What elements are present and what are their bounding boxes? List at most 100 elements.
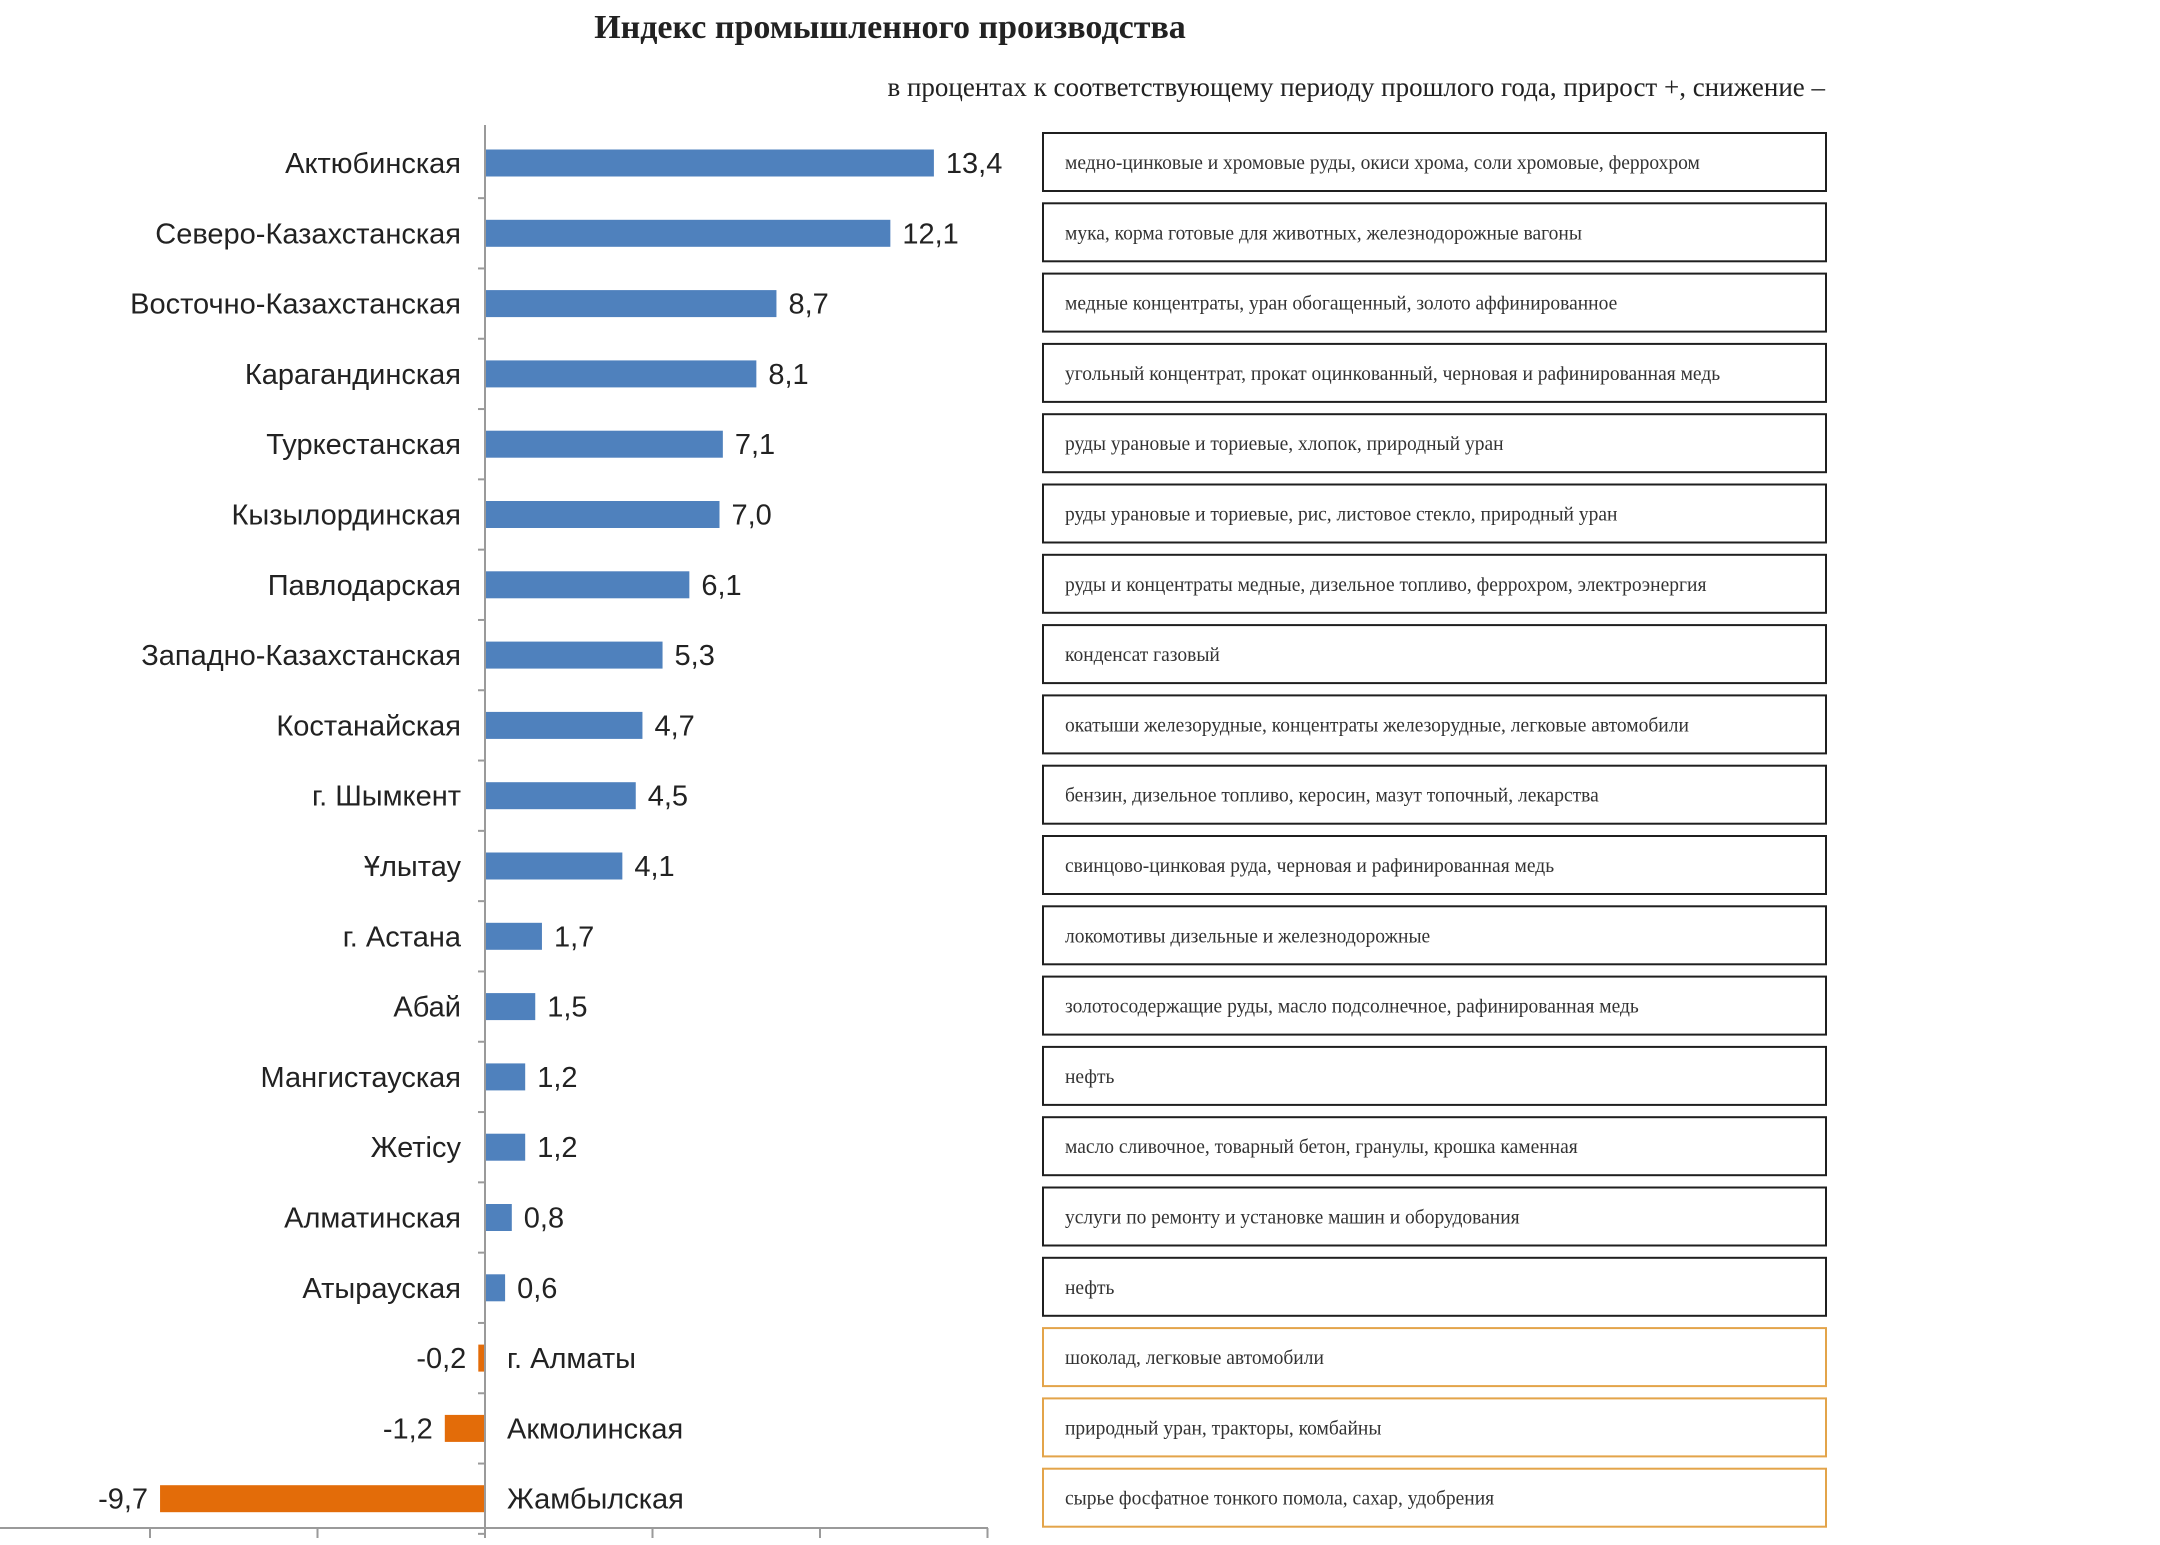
category-label: г. Алматы bbox=[507, 1343, 636, 1375]
description-text: руды урановые и ториевые, рис, листовое … bbox=[1065, 505, 1617, 526]
description-box bbox=[1042, 1467, 1827, 1528]
description-box bbox=[1042, 624, 1827, 685]
description-box bbox=[1042, 975, 1827, 1036]
description-box bbox=[1042, 202, 1827, 263]
value-label: 13,4 bbox=[946, 148, 1002, 180]
category-label: Жетісу bbox=[371, 1132, 462, 1164]
value-label: 8,7 bbox=[788, 289, 828, 321]
bar-1 bbox=[485, 219, 891, 247]
value-label: 1,7 bbox=[554, 921, 594, 953]
category-label: Жамбылская bbox=[507, 1484, 684, 1516]
description-box bbox=[1042, 1256, 1827, 1317]
bar-16 bbox=[485, 1274, 506, 1302]
value-label: 1,5 bbox=[547, 992, 587, 1024]
bar-7 bbox=[485, 641, 663, 669]
description-text: конденсат газовый bbox=[1065, 645, 1220, 666]
bar-5 bbox=[485, 501, 720, 528]
value-label: 12,1 bbox=[902, 218, 958, 250]
value-label: 1,2 bbox=[537, 1132, 577, 1164]
bar-19 bbox=[160, 1485, 486, 1513]
category-label: г. Астана bbox=[343, 921, 462, 953]
description-text: медно-цинковые и хромовые руды, окиси хр… bbox=[1065, 153, 1700, 174]
value-label: 4,7 bbox=[654, 710, 694, 742]
bars-group: Актюбинская 13,4 Северо-Казахстанская 12,1 В… bbox=[98, 148, 1002, 1516]
category-label: Ұлытау bbox=[364, 851, 462, 883]
description-box bbox=[1042, 272, 1827, 333]
bar-6 bbox=[485, 571, 690, 599]
value-label: 1,2 bbox=[537, 1062, 577, 1094]
description-box bbox=[1042, 553, 1827, 614]
bar-12 bbox=[485, 993, 536, 1021]
description-text: сырье фосфатное тонкого помола, сахар, у… bbox=[1065, 1489, 1494, 1510]
description-box bbox=[1042, 483, 1827, 544]
category-label: Кызылординская bbox=[231, 500, 461, 532]
category-label: Костанайская bbox=[276, 710, 461, 742]
description-text: нефть bbox=[1065, 1067, 1114, 1088]
value-label: 8,1 bbox=[768, 359, 808, 391]
bar-15 bbox=[485, 1204, 512, 1231]
value-label: 6,1 bbox=[701, 570, 741, 602]
category-label: Атырауская bbox=[302, 1273, 461, 1305]
description-box bbox=[1042, 764, 1827, 825]
category-label: Актюбинская bbox=[285, 148, 461, 180]
bar-13 bbox=[485, 1063, 526, 1091]
value-label: 4,5 bbox=[648, 781, 688, 813]
chart-title: Индекс промышленного производства bbox=[594, 9, 1186, 46]
category-label: Алматинская bbox=[284, 1203, 461, 1235]
description-box bbox=[1042, 132, 1827, 192]
axes-group bbox=[0, 125, 989, 1538]
description-text: золотосодержащие руды, масло подсолнечно… bbox=[1065, 997, 1639, 1018]
bar-3 bbox=[485, 360, 757, 388]
description-text: бензин, дизельное топливо, керосин, мазу… bbox=[1065, 786, 1599, 807]
description-text: услуги по ремонту и установке машин и об… bbox=[1065, 1208, 1520, 1229]
description-text: мука, корма готовые для животных, железн… bbox=[1065, 223, 1582, 244]
bar-4 bbox=[485, 430, 723, 458]
description-text: руды и концентраты медные, дизельное топ… bbox=[1065, 575, 1706, 596]
description-text: свинцово-цинковая руда, черновая и рафин… bbox=[1065, 856, 1554, 877]
description-text: локомотивы дизельные и железнодорожные bbox=[1065, 926, 1430, 947]
description-text: угольный концентрат, прокат оцинкованный… bbox=[1065, 364, 1720, 385]
bar-0 bbox=[485, 149, 934, 177]
value-label: 7,0 bbox=[732, 500, 772, 532]
category-label: Мангистауская bbox=[261, 1062, 462, 1094]
category-label: Акмолинская bbox=[507, 1413, 683, 1445]
description-box bbox=[1042, 1327, 1827, 1388]
category-label: Восточно-Казахстанская bbox=[130, 289, 461, 321]
description-text: масло сливочное, товарный бетон, гранулы… bbox=[1065, 1137, 1578, 1158]
category-label: Абай bbox=[393, 992, 461, 1024]
bar-14 bbox=[485, 1133, 526, 1161]
value-label: 0,6 bbox=[517, 1273, 557, 1305]
category-label: Западно-Казахстанская bbox=[141, 640, 461, 672]
category-label: Карагандинская bbox=[245, 359, 461, 391]
description-box bbox=[1042, 1397, 1827, 1458]
bar-2 bbox=[485, 290, 777, 318]
value-label: -1,2 bbox=[383, 1413, 433, 1445]
description-text: окатыши железорудные, концентраты железо… bbox=[1065, 715, 1689, 736]
description-box bbox=[1042, 694, 1827, 755]
value-label: -9,7 bbox=[98, 1484, 148, 1516]
value-label: 0,8 bbox=[524, 1203, 564, 1235]
description-text: нефть bbox=[1065, 1278, 1114, 1299]
description-box bbox=[1042, 342, 1827, 403]
category-label: Северо-Казахстанская bbox=[155, 218, 461, 250]
description-box bbox=[1042, 1116, 1827, 1177]
bar-11 bbox=[485, 922, 542, 950]
bar-8 bbox=[485, 711, 643, 739]
description-box bbox=[1042, 413, 1827, 474]
category-label: г. Шымкент bbox=[312, 781, 461, 813]
category-label: Туркестанская bbox=[266, 429, 461, 461]
bar-10 bbox=[485, 852, 623, 880]
bar-18 bbox=[444, 1414, 485, 1442]
description-box bbox=[1042, 835, 1827, 895]
description-text: руды урановые и ториевые, хлопок, природ… bbox=[1065, 434, 1504, 455]
descriptions-group: медно-цинковые и хромовые руды, окиси хр… bbox=[1042, 132, 1827, 1528]
description-text: медные концентраты, уран обогащенный, зо… bbox=[1065, 294, 1617, 315]
value-label: 4,1 bbox=[634, 851, 674, 883]
description-box bbox=[1042, 1045, 1827, 1106]
value-label: -0,2 bbox=[416, 1343, 466, 1375]
description-box bbox=[1042, 905, 1827, 966]
value-label: 7,1 bbox=[735, 429, 775, 461]
description-text: шоколад, легковые автомобили bbox=[1065, 1348, 1324, 1369]
bar-17 bbox=[478, 1344, 485, 1372]
